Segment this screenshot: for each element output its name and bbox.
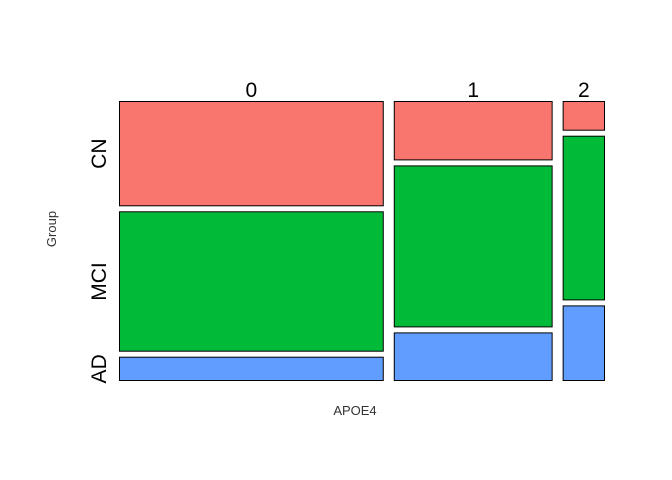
tile-2-mci xyxy=(562,135,605,301)
tile-0-cn xyxy=(119,101,384,207)
row-label-mci: MCI xyxy=(88,262,111,301)
tile-2-cn xyxy=(562,101,605,131)
tile-2-ad xyxy=(562,305,605,381)
column-label-2: 2 xyxy=(578,79,590,102)
row-label-ad: AD xyxy=(88,354,111,383)
tile-1-ad xyxy=(393,332,553,381)
tile-1-mci xyxy=(393,165,553,328)
column-label-0: 0 xyxy=(246,79,258,102)
tiles-layer xyxy=(119,101,605,382)
y-axis-title: Group xyxy=(44,211,59,247)
x-axis-title: APOE4 xyxy=(333,403,376,418)
column-label-1: 1 xyxy=(467,79,479,102)
tile-0-ad xyxy=(119,356,384,382)
row-labels: CN MCI AD xyxy=(88,138,111,383)
row-label-cn: CN xyxy=(88,138,111,168)
tile-0-mci xyxy=(119,211,384,352)
column-labels: 0 1 2 xyxy=(246,79,590,102)
tile-1-cn xyxy=(393,101,553,161)
